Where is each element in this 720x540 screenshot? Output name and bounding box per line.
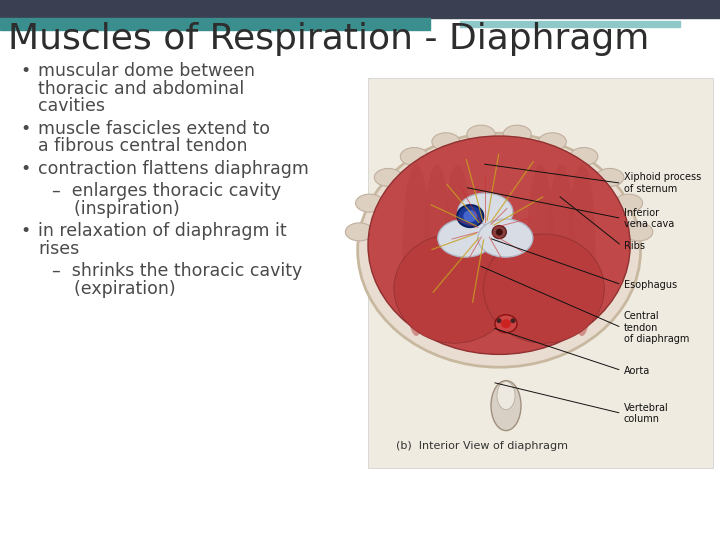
Ellipse shape [491,381,521,430]
Ellipse shape [503,125,531,143]
Text: muscle fascicles extend to: muscle fascicles extend to [38,119,270,138]
Ellipse shape [457,205,483,227]
Ellipse shape [596,168,624,186]
Ellipse shape [358,133,641,367]
Ellipse shape [402,164,430,336]
Ellipse shape [492,226,506,239]
Ellipse shape [478,219,533,257]
Ellipse shape [501,319,511,328]
Ellipse shape [463,210,477,222]
Ellipse shape [400,147,428,166]
Ellipse shape [356,194,384,212]
Text: thoracic and abdominal: thoracic and abdominal [38,79,244,98]
Ellipse shape [570,147,598,166]
Bar [0,0,720,18]
Text: •: • [20,62,30,80]
Text: •: • [20,159,30,178]
Text: Aorta: Aorta [624,366,650,375]
Ellipse shape [615,194,642,212]
Ellipse shape [394,234,515,343]
Text: Inferior
vena cava: Inferior vena cava [624,207,674,229]
Text: –  enlarges thoracic cavity: – enlarges thoracic cavity [52,182,281,200]
Ellipse shape [497,318,502,323]
Text: a fibrous central tendon: a fibrous central tendon [38,137,248,155]
Text: muscular dome between: muscular dome between [38,62,255,80]
Text: (inspiration): (inspiration) [52,199,180,218]
Text: (b)  Interior View of diaphragm: (b) Interior View of diaphragm [396,441,568,451]
Text: in relaxation of diaphragm it: in relaxation of diaphragm it [38,222,287,240]
Bar [368,78,713,468]
Ellipse shape [495,315,517,333]
Bar [460,21,680,27]
Text: (expiration): (expiration) [52,280,176,298]
Bar [0,18,430,30]
Text: Ribs: Ribs [624,241,644,251]
Ellipse shape [625,223,653,241]
Text: contraction flattens diaphragm: contraction flattens diaphragm [38,159,309,178]
Ellipse shape [484,234,604,343]
Text: cavities: cavities [38,97,105,115]
Text: •: • [20,222,30,240]
Ellipse shape [368,136,630,354]
Ellipse shape [510,318,516,323]
Ellipse shape [497,382,515,410]
Text: –  shrinks the thoracic cavity: – shrinks the thoracic cavity [52,262,302,280]
Text: Vertebral
column: Vertebral column [624,403,668,424]
Text: Central
tendon
of diaphragm: Central tendon of diaphragm [624,311,689,344]
Text: Esophagus: Esophagus [624,280,677,289]
Ellipse shape [438,219,492,257]
Ellipse shape [374,168,402,186]
Ellipse shape [527,164,554,336]
Text: Muscles of Respiration - Diaphragm: Muscles of Respiration - Diaphragm [8,22,649,56]
Ellipse shape [346,223,374,241]
Ellipse shape [568,164,595,336]
Text: •: • [20,119,30,138]
Ellipse shape [432,133,460,151]
Ellipse shape [547,164,575,336]
Text: Xiphoid process
of sternum: Xiphoid process of sternum [624,172,701,194]
Ellipse shape [496,228,503,235]
Ellipse shape [458,193,513,231]
Ellipse shape [467,125,495,143]
Text: rises: rises [38,240,79,258]
Ellipse shape [423,164,451,336]
Ellipse shape [539,133,567,151]
Ellipse shape [444,164,472,336]
